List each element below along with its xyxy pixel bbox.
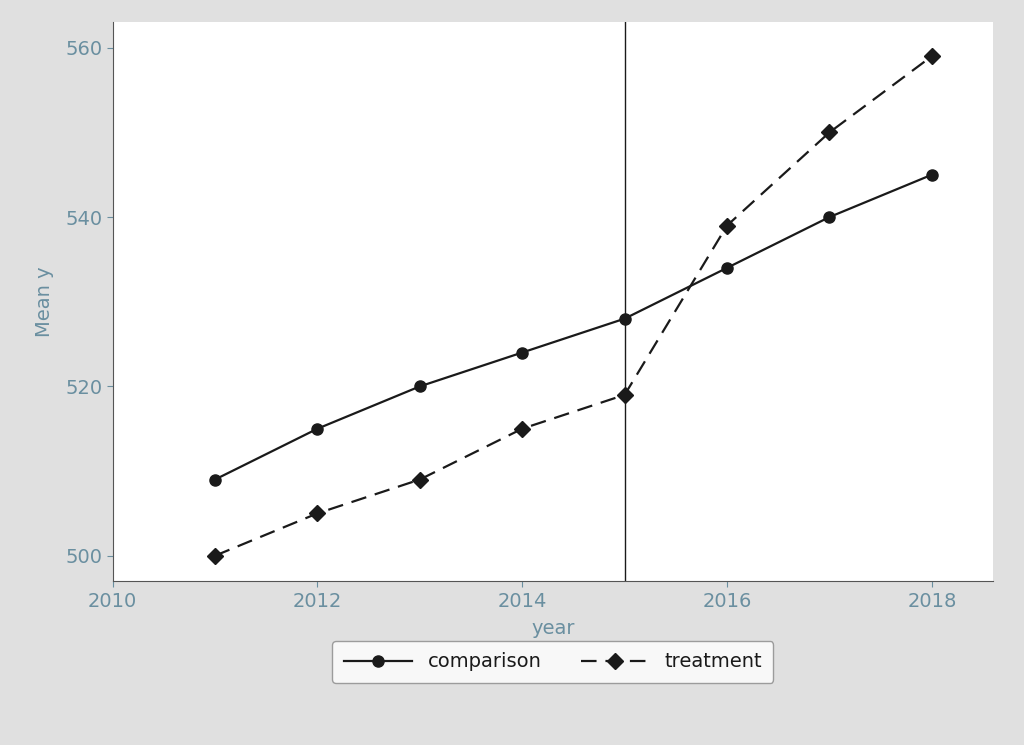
Y-axis label: Mean y: Mean y bbox=[35, 267, 54, 337]
X-axis label: year: year bbox=[531, 619, 574, 638]
Legend: comparison, treatment: comparison, treatment bbox=[333, 641, 773, 683]
